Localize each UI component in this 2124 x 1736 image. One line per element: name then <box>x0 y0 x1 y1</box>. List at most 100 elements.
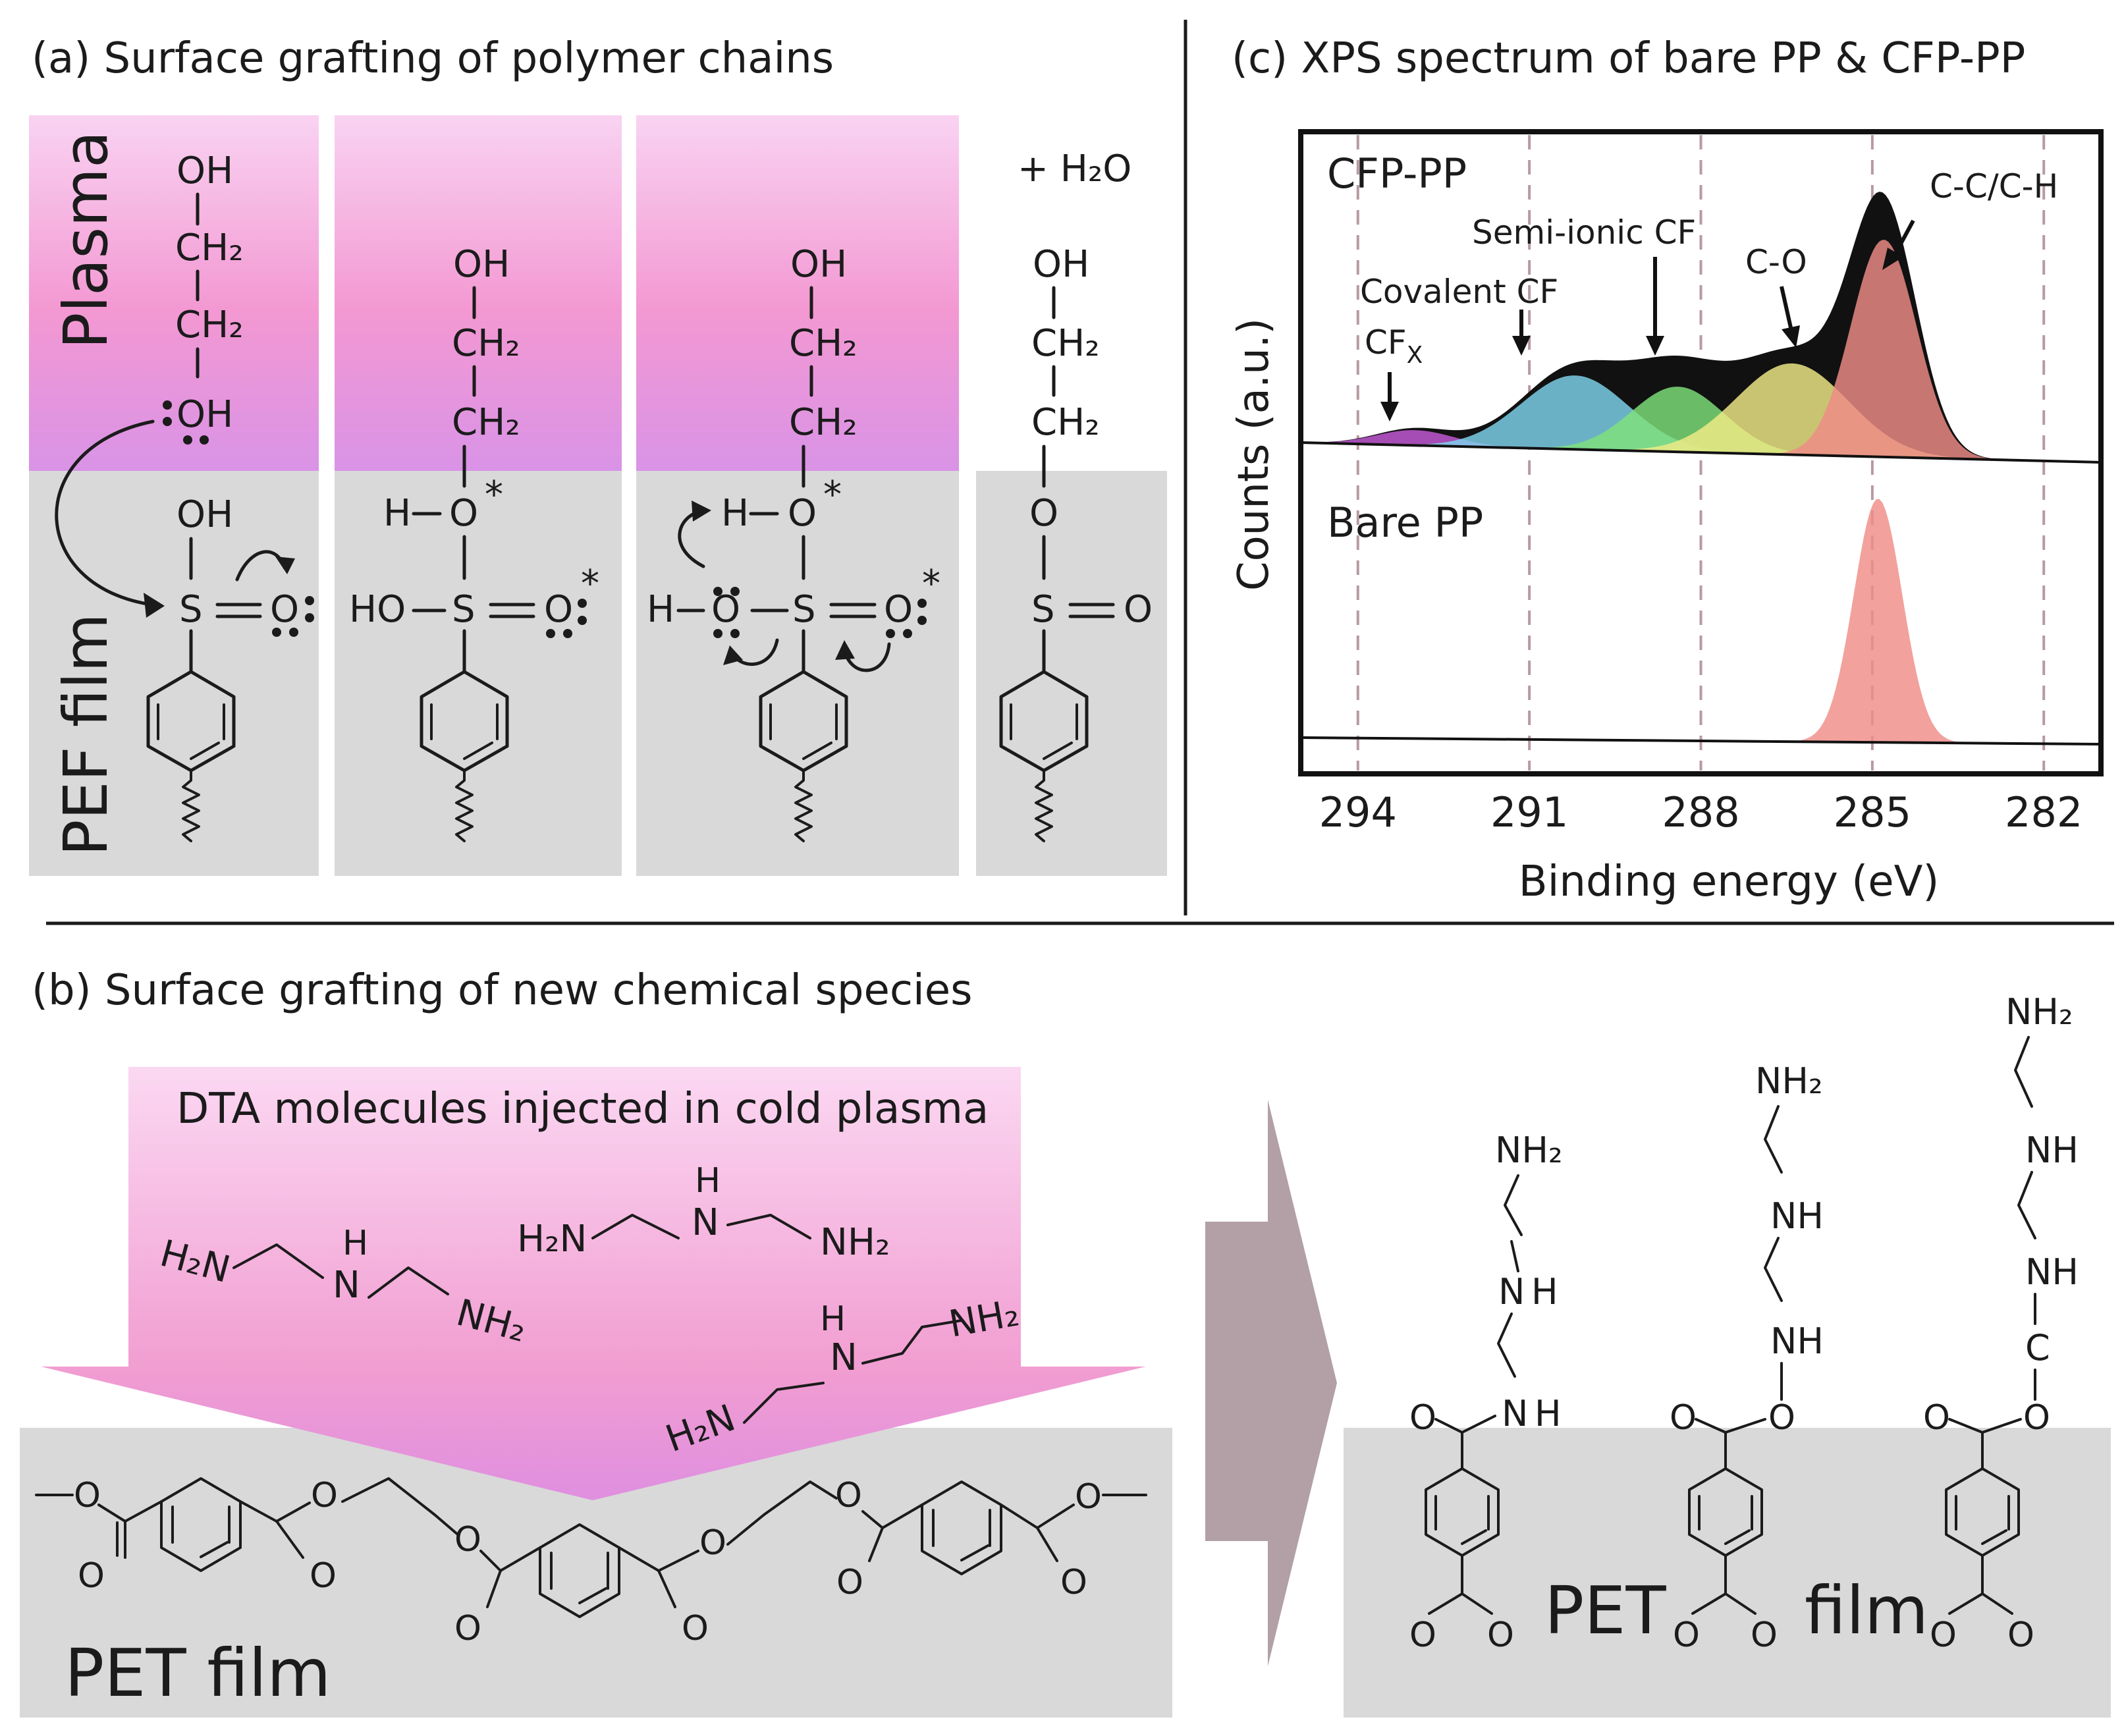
svg-text:O: O <box>454 1520 481 1560</box>
panel-c-title: (c) XPS spectrum of bare PP & CFP-PP <box>1232 34 2025 83</box>
svg-text:O: O <box>1930 1615 1957 1655</box>
svg-text:C: C <box>2025 1327 2050 1369</box>
svg-text:O: O <box>270 588 299 631</box>
svg-text:O: O <box>1060 1563 1087 1602</box>
y-axis-label: Counts (a.u.) <box>1230 318 1278 591</box>
svg-text:S: S <box>792 588 816 631</box>
svg-text:O: O <box>788 492 817 535</box>
pet-film-left-label: PET film <box>65 1635 331 1712</box>
xps-top-baseline <box>1300 441 2102 464</box>
svg-text:CH₂: CH₂ <box>789 401 858 444</box>
plasma-label: Plasma <box>51 131 121 349</box>
molecule-a1: OH CH₂ CH₂ OH OH S O <box>55 149 314 842</box>
panel-a-title: (a) Surface grafting of polymer chains <box>32 34 834 83</box>
water-label: + H₂O <box>1018 148 1131 190</box>
svg-text:*: * <box>581 562 599 605</box>
svg-text:O: O <box>454 1609 481 1648</box>
svg-text:O: O <box>1670 1398 1697 1438</box>
annotation-semi-ionic-cf: Semi-ionic CF <box>1472 213 1696 252</box>
svg-text:H: H <box>383 492 411 535</box>
svg-text:S: S <box>452 588 476 631</box>
svg-text:O: O <box>1409 1398 1436 1438</box>
xps-bottom-peak-c-c-c-h <box>1301 499 2101 744</box>
x-tick-288: 288 <box>1662 788 1739 836</box>
svg-text:CH₂: CH₂ <box>1031 401 1100 444</box>
xps-top-peak-c-o <box>1301 363 2101 462</box>
svg-text:OH: OH <box>453 243 510 286</box>
svg-text:OH: OH <box>177 149 233 192</box>
svg-text:HO: HO <box>349 588 406 631</box>
svg-text:CH₂: CH₂ <box>175 304 244 346</box>
x-tick-291: 291 <box>1490 788 1568 836</box>
svg-text:N: N <box>1498 1271 1525 1313</box>
annotation-c-o: C-O <box>1745 243 1807 281</box>
svg-text:H: H <box>820 1299 846 1339</box>
panel-b-title: (b) Surface grafting of new chemical spe… <box>32 966 973 1015</box>
xps-chart: 294 291 288 285 282 Counts (a.u.) Binding en… <box>1230 129 2104 906</box>
svg-text:O: O <box>1751 1615 1778 1655</box>
annotation-covalent-cf: Covalent CF <box>1360 273 1558 311</box>
svg-text:S: S <box>179 588 203 631</box>
svg-text:*: * <box>922 562 940 605</box>
svg-text:O: O <box>1124 588 1153 631</box>
svg-text:H: H <box>1531 1271 1558 1313</box>
x-tick-285: 285 <box>1834 788 1911 836</box>
svg-text:CH₂: CH₂ <box>1031 322 1100 365</box>
svg-text:CH₂: CH₂ <box>789 322 858 365</box>
svg-text:N: N <box>1502 1393 1528 1434</box>
svg-text:*: * <box>823 474 842 516</box>
label-bare-pp: Bare PP <box>1327 499 1483 547</box>
svg-text:O: O <box>78 1556 105 1596</box>
svg-text:H: H <box>1535 1393 1562 1434</box>
svg-text:N: N <box>830 1336 858 1379</box>
svg-text:O: O <box>1673 1615 1700 1655</box>
svg-text:H: H <box>647 588 674 631</box>
svg-text:CH₂: CH₂ <box>175 227 244 269</box>
xps-bottom-baseline <box>1300 736 2102 746</box>
svg-text:O: O <box>2023 1398 2050 1438</box>
svg-text:O: O <box>449 492 478 535</box>
label-cfp-pp: CFP-PP <box>1327 149 1467 198</box>
svg-text:O: O <box>836 1563 863 1602</box>
molecule-a2: OH CH₂ CH₂ H O * HO S O * <box>349 243 599 842</box>
svg-text:NH₂: NH₂ <box>1755 1060 1823 1102</box>
svg-text:NH: NH <box>2025 1251 2079 1293</box>
svg-text:N: N <box>333 1264 360 1307</box>
svg-text:O: O <box>682 1609 709 1648</box>
svg-text:NH: NH <box>2025 1129 2079 1171</box>
pet-label-right-2: film <box>1805 1572 1928 1649</box>
svg-text:O: O <box>2007 1615 2034 1655</box>
molecule-a3: OH CH₂ CH₂ H O * H O S O * <box>647 243 940 842</box>
x-tick-294: 294 <box>1319 788 1397 836</box>
svg-text:H₂N: H₂N <box>517 1218 587 1261</box>
svg-text:NH: NH <box>1770 1195 1824 1237</box>
svg-text:NH₂: NH₂ <box>2005 991 2073 1033</box>
svg-text:O: O <box>699 1523 726 1563</box>
svg-text:O: O <box>1923 1398 1950 1438</box>
annotation-c-c: C-C/C-H <box>1930 167 2058 205</box>
svg-text:O: O <box>884 588 913 631</box>
process-arrow <box>1205 1100 1337 1666</box>
dta-label: DTA molecules injected in cold plasma <box>177 1085 989 1133</box>
pet-chain: O O O O O O O O O O O O <box>35 1476 1147 1648</box>
xps-top-peak-c-c-c-h <box>1301 240 2101 462</box>
annotation-arrows <box>1380 219 1915 421</box>
pet-label-right-1: PET <box>1544 1572 1666 1649</box>
svg-text:S: S <box>1031 588 1055 631</box>
x-tick-282: 282 <box>2005 788 2083 836</box>
svg-text:NH₂: NH₂ <box>1495 1129 1563 1171</box>
molecule-a4: + H₂O OH CH₂ CH₂ O S O <box>999 148 1153 842</box>
svg-text:H: H <box>695 1161 721 1201</box>
svg-text:O: O <box>311 1476 338 1515</box>
svg-text:H: H <box>342 1224 368 1263</box>
svg-text:OH: OH <box>1033 243 1089 286</box>
svg-text:OH: OH <box>177 493 233 536</box>
svg-text:OH: OH <box>177 393 233 436</box>
svg-text:*: * <box>485 474 503 516</box>
svg-text:OH: OH <box>790 243 847 286</box>
svg-text:O: O <box>74 1476 101 1515</box>
grafted-chain-3: NH₂ NH NH C O O O O <box>1923 991 2079 1655</box>
svg-text:O: O <box>1075 1477 1102 1517</box>
svg-text:CH₂: CH₂ <box>452 401 520 444</box>
